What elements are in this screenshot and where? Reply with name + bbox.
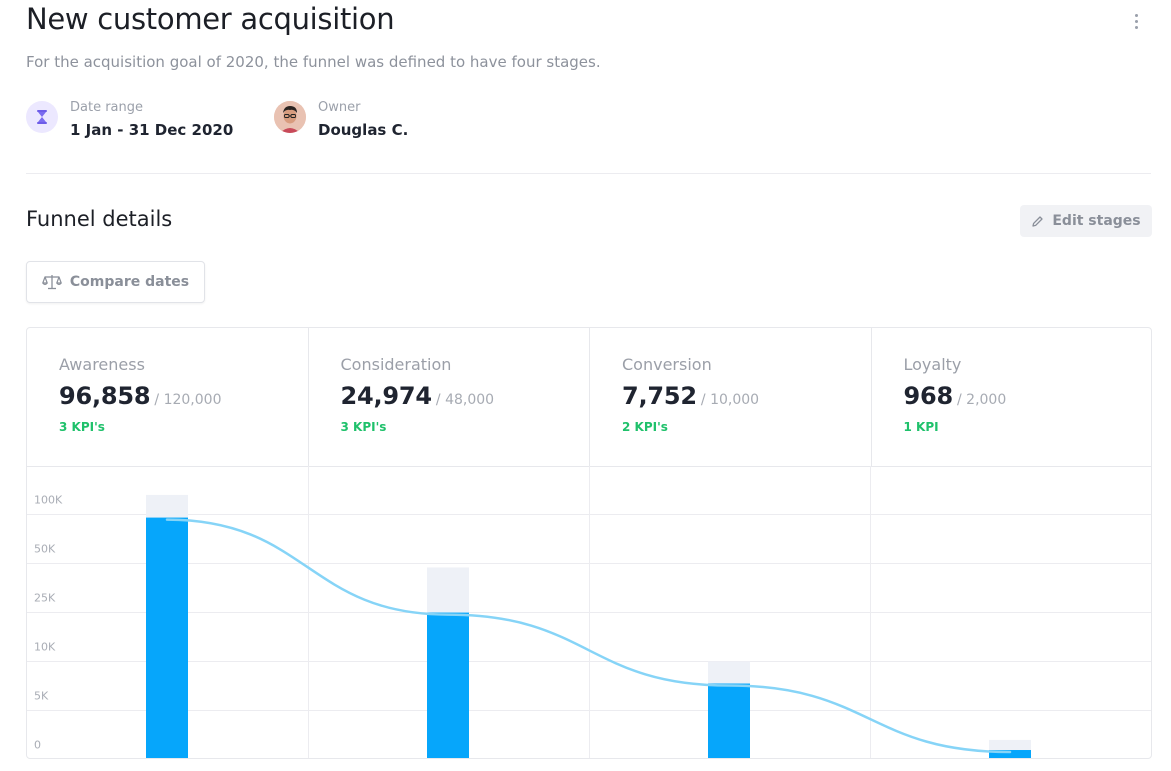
- edit-stages-button[interactable]: Edit stages: [1020, 205, 1152, 237]
- stage-kpi-count[interactable]: 1 KPI: [903, 420, 939, 434]
- y-tick-label: 0: [34, 739, 41, 752]
- stage-value: 24,974: [340, 382, 433, 410]
- compare-dates-label: Compare dates: [69, 274, 190, 290]
- stage-target: / 2,000: [957, 392, 1007, 408]
- dot: [1134, 25, 1138, 29]
- value-bar: [427, 612, 469, 758]
- owner-value: Douglas C.: [318, 121, 409, 139]
- value-bar: [708, 683, 750, 758]
- y-tick-label: 10K: [34, 641, 56, 654]
- date-range-label: Date range: [70, 100, 144, 115]
- stage-card-conversion[interactable]: Conversion 7,752/ 10,000 2 KPI's: [590, 328, 872, 466]
- stage-target: / 48,000: [435, 392, 495, 408]
- stage-kpi-count[interactable]: 3 KPI's: [59, 420, 105, 434]
- stage-kpi-count[interactable]: 3 KPI's: [340, 420, 387, 434]
- dot: [1134, 19, 1138, 23]
- stage-kpi-count[interactable]: 2 KPI's: [622, 420, 668, 434]
- stage-name: Awareness: [59, 355, 145, 374]
- date-range-value: 1 Jan - 31 Dec 2020: [70, 121, 234, 139]
- stage-target: / 10,000: [700, 392, 760, 408]
- compare-dates-button[interactable]: Compare dates: [26, 261, 205, 303]
- stage-card-consideration[interactable]: Consideration 24,974/ 48,000 3 KPI's: [309, 328, 590, 466]
- stage-name: Consideration: [340, 355, 452, 374]
- funnel-chart: 100K 50K 25K 10K 5K 0: [27, 466, 1151, 758]
- value-bar: [989, 750, 1031, 758]
- y-tick-label: 25K: [34, 592, 56, 605]
- page-subtitle: For the acquisition goal of 2020, the fu…: [26, 53, 601, 71]
- scale-icon: [42, 275, 62, 290]
- owner-label: Owner: [318, 100, 361, 115]
- stage-stats: Awareness 96,858/ 120,000 3 KPI's Consid…: [27, 328, 1151, 467]
- funnel-chart-svg: 100K 50K 25K 10K 5K 0: [27, 466, 1151, 758]
- stage-name: Loyalty: [903, 355, 962, 374]
- funnel-panel: Awareness 96,858/ 120,000 3 KPI's Consid…: [26, 327, 1152, 759]
- divider: [26, 173, 1151, 174]
- stage-card-awareness[interactable]: Awareness 96,858/ 120,000 3 KPI's: [27, 328, 309, 466]
- stage-name: Conversion: [622, 355, 712, 374]
- avatar[interactable]: [274, 101, 306, 133]
- stage-value: 96,858: [59, 382, 151, 410]
- value-bar: [146, 517, 188, 758]
- date-range-meta: Date range 1 Jan - 31 Dec 2020: [26, 101, 233, 139]
- y-tick-label: 50K: [34, 543, 56, 556]
- stage-value: 7,752: [622, 382, 697, 410]
- stage-target: / 120,000: [154, 392, 222, 408]
- stage-value: 968: [903, 382, 954, 410]
- hourglass-icon: [26, 101, 58, 133]
- section-title: Funnel details: [26, 207, 173, 231]
- y-tick-label: 100K: [34, 494, 63, 507]
- dot: [1134, 13, 1138, 17]
- y-tick-label: 5K: [34, 690, 49, 703]
- trend-line: [165, 518, 1012, 754]
- stage-card-loyalty[interactable]: Loyalty 968/ 2,000 1 KPI: [872, 328, 1152, 466]
- page-title: New customer acquisition: [26, 2, 395, 36]
- pencil-icon: [1032, 215, 1044, 227]
- owner-meta: Owner Douglas C.: [274, 101, 408, 139]
- vertical-ellipsis-icon[interactable]: [1126, 10, 1146, 32]
- edit-stages-label: Edit stages: [1052, 213, 1141, 229]
